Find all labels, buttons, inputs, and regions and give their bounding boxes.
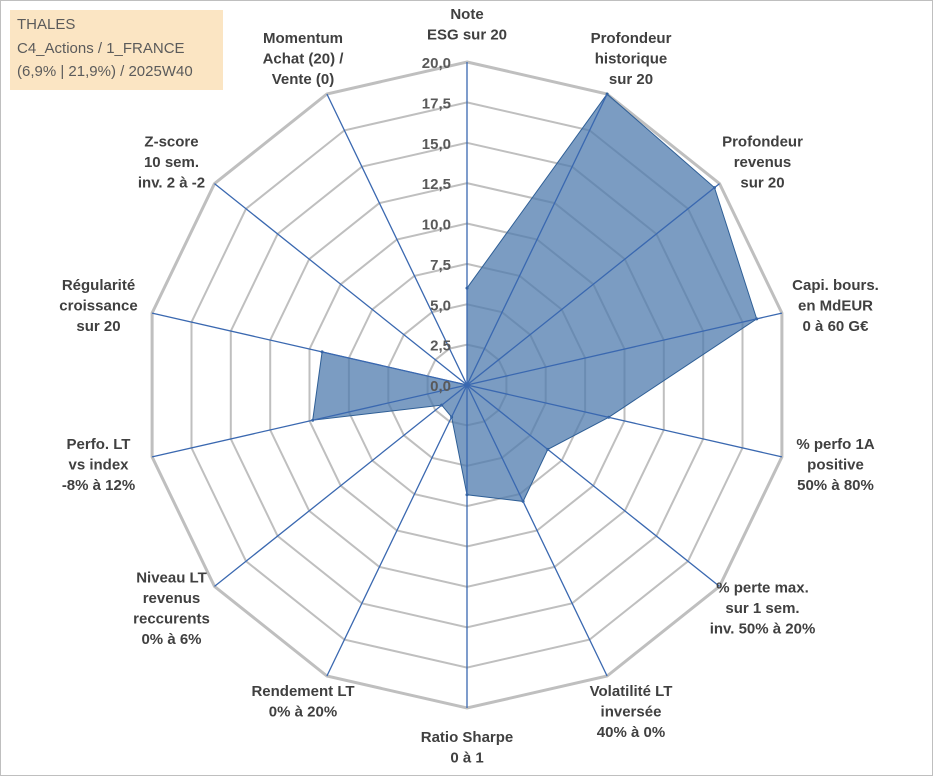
axis-label-line: Perfo. LT xyxy=(67,436,131,453)
axis-label-line: sur 20 xyxy=(609,71,653,88)
axis-label-line: Momentum xyxy=(263,30,343,47)
axis-label: Capi. bours. en MdEUR 0 à 60 G€ xyxy=(792,277,879,335)
axis-label-line: reccurents xyxy=(133,611,210,628)
axis-label-line: 0% à 20% xyxy=(269,704,337,721)
axis-spoke xyxy=(214,384,468,587)
axis-spoke xyxy=(466,384,783,458)
axis-spoke xyxy=(466,93,608,386)
axis-label-line: 10 sem. xyxy=(144,154,199,171)
axis-label-line: croissance xyxy=(59,297,137,314)
axis-label-line: Achat (20) / xyxy=(263,51,345,68)
security-category: C4_Actions / 1_FRANCE xyxy=(17,40,185,57)
security-stats: (6,9% | 21,9%) / 2025W40 xyxy=(17,63,193,80)
axis-label: Régularité croissance sur 20 xyxy=(59,277,137,335)
axis-label-line: Capi. bours. xyxy=(792,277,879,294)
axis-label-line: 50% à 80% xyxy=(797,477,874,494)
axis-label-line: inv. 50% à 20% xyxy=(710,621,816,638)
axis-label-line: sur 20 xyxy=(76,318,120,335)
security-info-box: THALES C4_Actions / 1_FRANCE (6,9% | 21,… xyxy=(10,10,223,90)
axis-label-line: Ratio Sharpe xyxy=(421,729,514,746)
axis-label-line: -8% à 12% xyxy=(62,477,135,494)
axis-label-line: en MdEUR xyxy=(798,297,873,314)
axis-spoke xyxy=(326,384,468,677)
axis-spoke xyxy=(151,312,468,386)
tick-label: 12,5 xyxy=(422,176,451,193)
axis-spoke xyxy=(466,312,783,386)
tick-label: 20,0 xyxy=(422,55,451,72)
axis-label-line: % perfo 1A xyxy=(796,436,875,453)
axis-spoke xyxy=(326,93,468,386)
axis-label-line: 40% à 0% xyxy=(597,724,665,741)
axis-label: Rendement LT 0% à 20% xyxy=(251,683,354,721)
axis-label-line: ESG sur 20 xyxy=(427,26,507,43)
axis-label-line: Rendement LT xyxy=(251,683,354,700)
axis-label-line: Régularité xyxy=(62,277,135,294)
tick-label: 15,0 xyxy=(422,136,451,153)
radar-spokes xyxy=(151,62,783,708)
axis-label-line: Note xyxy=(450,6,483,23)
tick-label: 17,5 xyxy=(422,95,451,112)
axis-label-line: % perte max. xyxy=(716,580,809,597)
axis-label-line: historique xyxy=(595,51,668,68)
axis-label-line: 0% à 6% xyxy=(141,631,201,648)
axis-label-line: 0 à 60 G€ xyxy=(803,318,870,335)
tick-label: 2,5 xyxy=(430,338,451,355)
axis-label-line: sur 20 xyxy=(740,174,784,191)
axis-label-line: Niveau LT xyxy=(136,570,207,587)
axis-label: % perte max. sur 1 sem. inv. 50% à 20% xyxy=(710,580,816,638)
axis-label: Niveau LT revenus reccurents 0% à 6% xyxy=(133,570,210,649)
axis-label-line: Volatilité LT xyxy=(590,683,673,700)
axis-label-line: inv. 2 à -2 xyxy=(138,174,205,191)
axis-spoke xyxy=(214,183,468,386)
axis-label-line: Vente (0) xyxy=(272,71,335,88)
axis-label-line: revenus xyxy=(143,590,201,607)
tick-label: 7,5 xyxy=(430,257,451,274)
axis-label-line: Z-score xyxy=(144,133,198,150)
axis-label: % perfo 1A positive 50% à 80% xyxy=(796,436,875,494)
axis-label-line: positive xyxy=(807,457,864,474)
tick-label: 10,0 xyxy=(422,217,451,234)
axis-label-line: revenus xyxy=(734,154,792,171)
radar-series xyxy=(311,92,759,503)
axis-label: Volatilité LT inversée 40% à 0% xyxy=(590,683,673,741)
axis-label: Ratio Sharpe 0 à 1 xyxy=(421,729,514,767)
axis-label-line: Profondeur xyxy=(722,133,803,150)
axis-label-line: inversée xyxy=(601,704,662,721)
axis-label-line: sur 1 sem. xyxy=(725,600,799,617)
axis-label: Perfo. LT vs index -8% à 12% xyxy=(62,436,135,494)
tick-label: 5,0 xyxy=(430,297,451,314)
axis-spoke xyxy=(466,183,720,386)
axis-label: Z-score 10 sem. inv. 2 à -2 xyxy=(138,133,205,191)
axis-spoke xyxy=(466,384,720,587)
security-name: THALES xyxy=(17,16,76,33)
axis-label: Momentum Achat (20) / Vente (0) xyxy=(263,30,345,88)
axis-label: Note ESG sur 20 xyxy=(427,6,507,44)
axis-spoke xyxy=(151,384,468,458)
axis-label: Profondeur historique sur 20 xyxy=(591,30,672,88)
axis-spoke xyxy=(466,384,608,677)
axis-label-line: Profondeur xyxy=(591,30,672,47)
tick-label: 0,0 xyxy=(430,378,451,395)
axis-label-line: vs index xyxy=(68,457,129,474)
radar-axis-labels: Note ESG sur 20 Profondeur historique sur 20… xyxy=(59,6,879,767)
axis-label-line: 0 à 1 xyxy=(450,749,483,766)
series-area xyxy=(312,93,758,502)
radar-tick-labels: 0,0 2,5 5,0 7,5 10,0 12,5 15,0 17,5 20,0 xyxy=(422,55,451,395)
axis-label: Profondeur revenus sur 20 xyxy=(722,133,803,191)
